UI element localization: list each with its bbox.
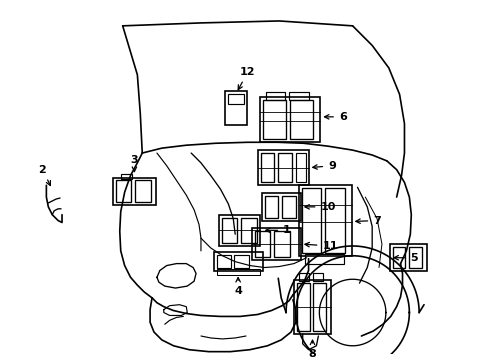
- Bar: [116, 180, 131, 202]
- Bar: [301, 188, 321, 253]
- Bar: [304, 254, 343, 264]
- Bar: [234, 255, 248, 269]
- Bar: [296, 283, 309, 331]
- Bar: [408, 247, 421, 269]
- Text: 7: 7: [355, 216, 380, 226]
- Bar: [262, 100, 285, 139]
- Bar: [264, 196, 278, 217]
- Bar: [251, 228, 300, 260]
- Bar: [298, 185, 351, 256]
- Bar: [259, 97, 320, 142]
- Bar: [298, 273, 308, 281]
- Bar: [293, 280, 330, 334]
- Bar: [389, 244, 426, 271]
- Text: 4: 4: [234, 278, 242, 296]
- Text: 1: 1: [265, 225, 290, 235]
- Bar: [225, 91, 246, 125]
- Bar: [260, 153, 274, 183]
- Text: 10: 10: [305, 202, 335, 212]
- Text: 2: 2: [39, 165, 50, 185]
- Bar: [216, 255, 231, 269]
- Bar: [274, 231, 289, 257]
- Bar: [313, 283, 325, 331]
- Bar: [113, 177, 156, 205]
- Bar: [288, 93, 308, 100]
- Bar: [213, 252, 262, 271]
- Text: 3: 3: [130, 155, 138, 171]
- Text: 8: 8: [308, 340, 316, 359]
- Bar: [254, 231, 270, 257]
- Bar: [218, 215, 259, 246]
- Text: 12: 12: [238, 67, 255, 90]
- Bar: [221, 217, 237, 243]
- Bar: [313, 273, 323, 281]
- Bar: [228, 94, 244, 104]
- Bar: [257, 150, 308, 185]
- Bar: [278, 153, 291, 183]
- Text: 9: 9: [312, 161, 335, 171]
- Bar: [121, 174, 132, 179]
- Bar: [261, 193, 300, 221]
- Bar: [295, 153, 305, 183]
- Text: 6: 6: [324, 112, 346, 122]
- Bar: [282, 196, 295, 217]
- Bar: [289, 100, 313, 139]
- Text: 11: 11: [305, 241, 337, 251]
- Bar: [325, 188, 344, 253]
- Bar: [135, 180, 151, 202]
- Bar: [392, 247, 405, 269]
- Bar: [265, 93, 285, 100]
- Bar: [241, 217, 256, 243]
- Bar: [216, 270, 259, 275]
- Text: 5: 5: [393, 253, 417, 263]
